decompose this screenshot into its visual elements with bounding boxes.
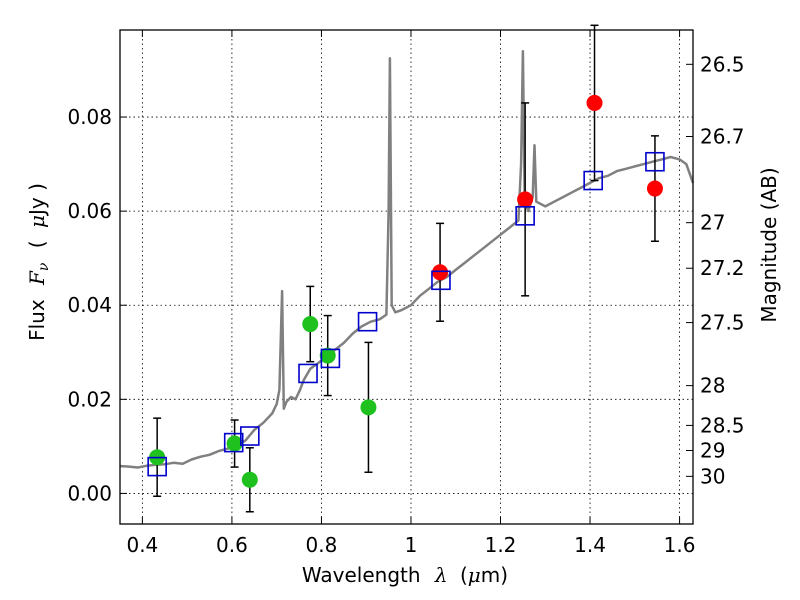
y-tick-label: 0.08 bbox=[67, 105, 112, 129]
model-band-square bbox=[223, 432, 244, 453]
x-tick-label: 0.8 bbox=[306, 533, 338, 557]
green-data-point bbox=[319, 347, 336, 364]
red-data-point bbox=[586, 94, 603, 111]
x-tick-label: 0.6 bbox=[216, 533, 248, 557]
mag-tick-label: 26.7 bbox=[700, 125, 745, 149]
y-axis-title-subscript: ν bbox=[36, 262, 52, 271]
model-band-square bbox=[645, 151, 665, 172]
y-axis-title-word: Flux bbox=[25, 299, 49, 341]
green-data-point bbox=[360, 399, 377, 416]
green-data-point bbox=[241, 471, 258, 488]
mag-tick-label: 27.5 bbox=[700, 311, 745, 335]
model-band-square bbox=[240, 426, 260, 446]
y-axis-title-symbol: F bbox=[25, 270, 49, 286]
red-data-point bbox=[517, 191, 534, 208]
mag-tick-label: 28.5 bbox=[700, 413, 745, 437]
mag-tick-label: 27.2 bbox=[700, 256, 745, 280]
y-axis-title-unit: Jy ) bbox=[25, 183, 49, 217]
model-band-square bbox=[320, 348, 341, 369]
mag-tick-label: 27 bbox=[700, 211, 725, 235]
model-band-square bbox=[515, 206, 535, 226]
x-tick-label: 1.4 bbox=[574, 533, 606, 557]
y2-axis-title: Magnitude (AB) bbox=[757, 167, 781, 322]
model-band-square bbox=[298, 363, 318, 384]
grid bbox=[120, 30, 693, 524]
x-axis-title-unit: m) bbox=[481, 563, 508, 587]
y-tick-label: 0.00 bbox=[67, 481, 112, 505]
x-tick-label: 1 bbox=[405, 533, 418, 557]
mag-tick-label: 28 bbox=[700, 374, 725, 398]
ticks: 0.4 0.6 0.8 1 1.2 1.4 1.6 0.00 0.02 0.04 0.06 0.08 2… bbox=[67, 30, 745, 557]
x-tick-label: 0.4 bbox=[126, 533, 158, 557]
model-band-square bbox=[147, 456, 167, 477]
y-tick-label: 0.06 bbox=[67, 199, 112, 223]
model-band-square bbox=[583, 170, 603, 191]
model-band-square bbox=[431, 270, 451, 291]
green-data-point bbox=[226, 435, 243, 452]
red-data-point bbox=[432, 264, 449, 281]
model-band-square bbox=[357, 311, 378, 332]
y-tick-label: 0.04 bbox=[67, 293, 112, 317]
x-tick-label: 1.6 bbox=[664, 533, 696, 557]
mag-tick-label: 29 bbox=[700, 439, 725, 463]
red-data-point bbox=[646, 180, 663, 197]
mag-tick-label: 26.5 bbox=[700, 52, 745, 76]
y-tick-label: 0.02 bbox=[67, 387, 112, 411]
y-axis-title-paren: ( bbox=[25, 240, 49, 248]
x-axis-title-paren: ( bbox=[460, 563, 468, 587]
plot-frame bbox=[119, 29, 694, 525]
x-axis-title-word: Wavelength bbox=[302, 563, 421, 587]
x-axis-title-mu: μ bbox=[468, 563, 481, 587]
green-data-point bbox=[302, 316, 319, 333]
x-axis-title: Wavelength λ (μm) bbox=[302, 563, 508, 587]
y-axis-title-mu: μ bbox=[25, 215, 49, 228]
x-tick-label: 1.2 bbox=[485, 533, 517, 557]
mag-tick-label: 30 bbox=[700, 464, 725, 488]
y-axis-title: Flux Fν ( μJy ) bbox=[25, 183, 53, 341]
markers bbox=[147, 94, 665, 488]
x-axis-title-symbol: λ bbox=[434, 563, 448, 587]
